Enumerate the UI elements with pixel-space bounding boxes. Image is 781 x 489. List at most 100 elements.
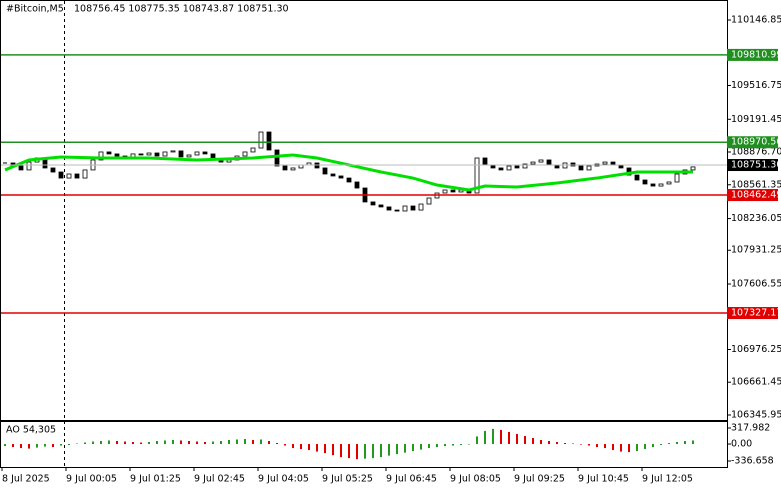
ao-bar (660, 444, 662, 446)
y-tick-label: -336.658 (731, 455, 774, 466)
bid-label-box (727, 159, 778, 172)
x-tick-label: 9 Jul 04:05 (258, 474, 309, 485)
x-tick-label: 9 Jul 10:45 (578, 474, 629, 485)
ao-bar (532, 437, 534, 445)
x-tick-label: 9 Jul 02:45 (194, 474, 245, 485)
candle (370, 201, 376, 206)
candle (658, 183, 664, 187)
ao-bar (4, 444, 6, 447)
ao-bar (460, 444, 462, 446)
y-tick-label: 108561.35 (731, 179, 781, 190)
candle (506, 165, 512, 171)
x-tick-label: 9 Jul 12:05 (642, 474, 693, 485)
candle (674, 173, 680, 183)
bid-label: 108751.30 (731, 160, 781, 171)
level-label: 109810.99 (731, 49, 781, 60)
ao-bar (380, 444, 382, 458)
x-tick-label: 9 Jul 06:45 (386, 474, 437, 485)
ao-bar (692, 440, 694, 445)
candle (274, 149, 280, 167)
candle (402, 205, 408, 212)
ao-bar (300, 444, 302, 450)
candle (26, 161, 32, 171)
y-tick-label: 106661.45 (731, 377, 781, 388)
ao-bar (284, 444, 286, 446)
candle (482, 157, 488, 166)
y-tick-label: 108236.05 (731, 213, 781, 224)
ao-bar (356, 444, 358, 460)
candle (514, 165, 520, 169)
ao-bar (188, 441, 190, 445)
candle (338, 175, 344, 179)
x-tick-label: 9 Jul 00:05 (66, 474, 117, 485)
candle (378, 204, 384, 208)
ao-bar (260, 439, 262, 445)
ao-bar (76, 443, 78, 445)
y-tick-label: 110146.85 (731, 15, 781, 26)
candle (202, 151, 208, 155)
candle (426, 197, 432, 205)
ao-bar (60, 444, 62, 446)
ao-bar (68, 444, 70, 446)
ao-bar (164, 440, 166, 445)
ao-bar (612, 444, 614, 451)
ao-bar (156, 441, 158, 445)
candle (586, 165, 592, 171)
ao-bar (564, 443, 566, 445)
y-tick-label: 109516.75 (731, 80, 781, 91)
ao-bar (220, 441, 222, 445)
ao-bar (28, 444, 30, 449)
ao-bar (172, 439, 174, 445)
ao-bar (620, 444, 622, 452)
candle (346, 177, 352, 183)
candle (602, 161, 608, 165)
ao-bar (244, 438, 246, 445)
ao-title: AO 54,305 (6, 425, 56, 436)
ao-bar (148, 442, 150, 445)
candle (610, 161, 616, 166)
candle (474, 157, 480, 194)
candle (50, 167, 56, 173)
ao-bar (132, 442, 134, 445)
ao-bar (412, 444, 414, 452)
ao-bar (228, 439, 230, 445)
ao-bar (84, 442, 86, 445)
ao-bar (276, 443, 278, 445)
level-label-box (727, 136, 778, 149)
candle (570, 162, 576, 167)
candle (250, 147, 256, 153)
level-label-box (727, 189, 778, 202)
candle (578, 165, 584, 171)
candle (98, 151, 104, 161)
ao-bar (236, 439, 238, 445)
candle (642, 179, 648, 185)
ao-bar (212, 441, 214, 445)
ao-bar (124, 441, 126, 445)
x-tick-label: 9 Jul 08:05 (450, 474, 501, 485)
level-label-box (727, 307, 778, 320)
ao-bar (20, 444, 22, 449)
ao-bar (588, 444, 590, 446)
candle (138, 153, 144, 156)
candle (666, 181, 672, 185)
candle (290, 167, 296, 171)
ao-bar (404, 444, 406, 453)
ao-bar (340, 444, 342, 458)
ao-bar (140, 442, 142, 445)
ao-bar (684, 441, 686, 445)
level-label: 107327.17 (731, 308, 781, 319)
y-tick-label: 106345.95 (731, 409, 781, 420)
chart-title: #Bitcoin,M5 (6, 4, 64, 15)
ao-bar (604, 444, 606, 449)
ao-bar (468, 444, 470, 445)
y-tick-label: 108876.70 (731, 146, 781, 157)
ao-bar (484, 430, 486, 445)
candle (522, 163, 528, 169)
candle (194, 151, 200, 156)
ao-bar (396, 444, 398, 455)
candle (418, 203, 424, 211)
candle (106, 151, 112, 155)
ao-bar (332, 444, 334, 456)
ao-bar (524, 435, 526, 445)
